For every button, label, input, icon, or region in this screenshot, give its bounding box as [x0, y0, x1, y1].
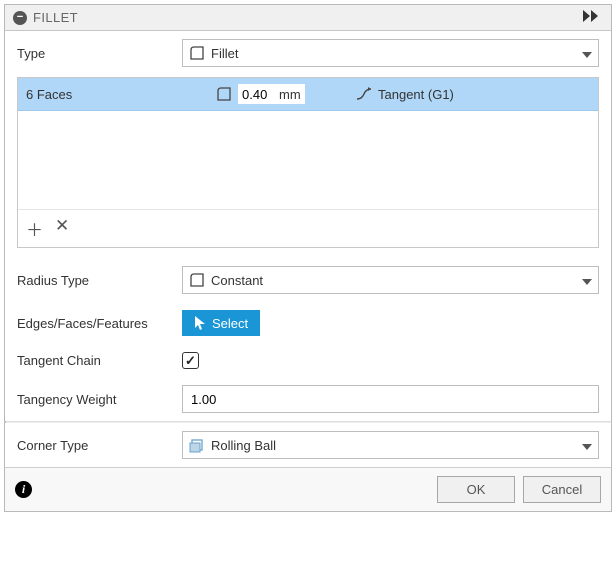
type-row: Type Fillet	[5, 31, 611, 75]
corner-type-value: Rolling Ball	[211, 438, 276, 453]
selection-row[interactable]: 6 Faces mm Ta	[18, 78, 598, 111]
cancel-button[interactable]: Cancel	[523, 476, 601, 503]
tangency-weight-label: Tangency Weight	[17, 392, 182, 407]
edges-label: Edges/Faces/Features	[17, 316, 182, 331]
collapse-icon[interactable]: −	[13, 11, 27, 25]
panel-footer: i OK Cancel	[5, 467, 611, 511]
radius-type-dropdown[interactable]: Constant	[182, 266, 599, 294]
faces-count: 6 Faces	[26, 87, 216, 102]
tangent-chain-label: Tangent Chain	[17, 353, 182, 368]
corner-type-row: Corner Type Rolling Ball	[5, 423, 611, 467]
radius-type-label: Radius Type	[17, 273, 182, 288]
edges-select-row: Edges/Faces/Features Select	[5, 302, 611, 344]
corner-type-label: Corner Type	[17, 438, 182, 453]
tangency-weight-input[interactable]	[182, 385, 599, 413]
info-icon[interactable]: i	[15, 481, 32, 498]
chevron-down-icon	[582, 438, 592, 453]
tangent-chain-row: Tangent Chain	[5, 344, 611, 377]
remove-selection-button[interactable]: ✕	[55, 216, 69, 241]
selection-empty-area	[18, 111, 598, 209]
fillet-type-icon	[189, 45, 205, 61]
radius-input[interactable]	[242, 85, 276, 104]
ok-button[interactable]: OK	[437, 476, 515, 503]
panel-header: − FILLET	[5, 5, 611, 31]
tangent-icon	[356, 86, 372, 102]
type-value: Fillet	[211, 46, 238, 61]
tangent-chain-checkbox[interactable]	[182, 352, 199, 369]
continuity-label: Tangent (G1)	[378, 87, 454, 102]
rolling-ball-icon	[189, 437, 205, 453]
selection-list: 6 Faces mm Ta	[17, 77, 599, 248]
radius-unit: mm	[279, 87, 301, 102]
fillet-panel: − FILLET Type Fillet	[4, 4, 612, 512]
tangency-weight-row: Tangency Weight	[5, 377, 611, 421]
constant-radius-icon	[189, 272, 205, 288]
chevron-down-icon	[582, 46, 592, 61]
fast-forward-icon[interactable]	[583, 10, 603, 25]
corner-type-dropdown[interactable]: Rolling Ball	[182, 431, 599, 459]
cursor-icon	[194, 315, 206, 331]
selection-actions: ＋ ✕	[18, 209, 598, 247]
radius-icon	[216, 86, 232, 102]
select-button[interactable]: Select	[182, 310, 260, 336]
type-label: Type	[17, 46, 182, 61]
add-selection-button[interactable]: ＋	[26, 216, 43, 241]
chevron-down-icon	[582, 273, 592, 288]
panel-title: FILLET	[33, 10, 78, 25]
select-button-label: Select	[212, 316, 248, 331]
radius-type-value: Constant	[211, 273, 263, 288]
radius-type-row: Radius Type Constant	[5, 258, 611, 302]
type-dropdown[interactable]: Fillet	[182, 39, 599, 67]
